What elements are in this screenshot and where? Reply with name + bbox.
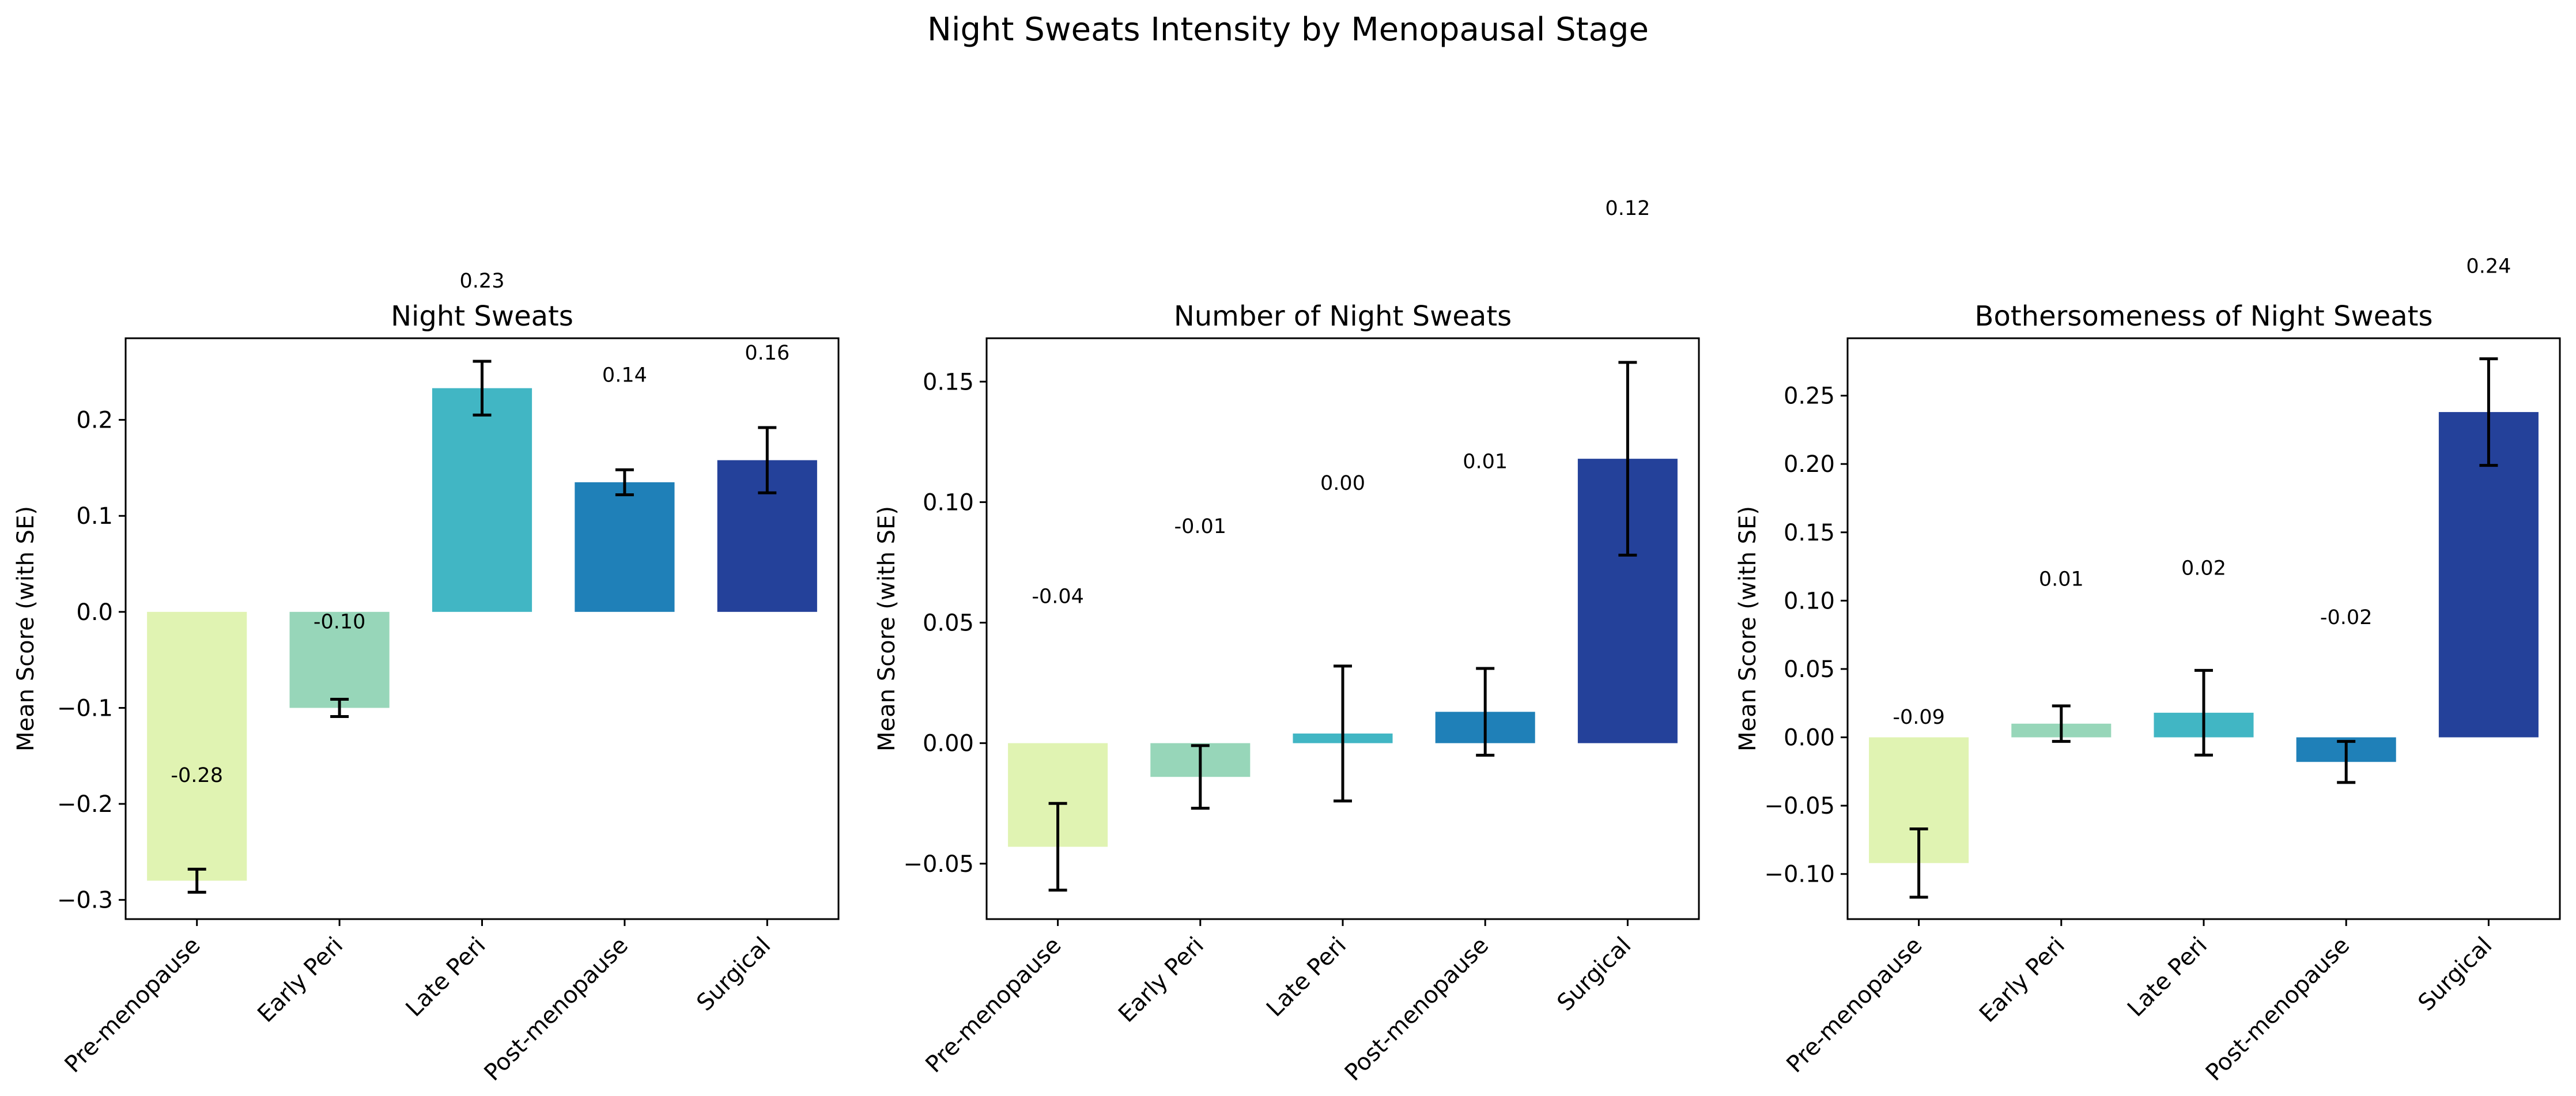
x-tick-label: Post-menopause (1340, 932, 1494, 1086)
error-bar (2052, 704, 2071, 743)
error-bar (1191, 744, 1210, 810)
y-tick-label: 0.05 (923, 610, 974, 637)
y-tick-label: 0.1 (76, 503, 113, 530)
data-label: -0.09 (1893, 706, 1945, 729)
panel-title: Number of Night Sweats (1174, 300, 1512, 332)
x-tick-label: Post-menopause (2201, 932, 2355, 1086)
y-tick-label: 0.0 (76, 599, 113, 626)
chart-panel-1: Night Sweats -0.28 -0.10 0.23 0.14 0.16 −0.3 −0… (13, 270, 840, 1086)
data-label: 0.14 (602, 364, 647, 387)
data-label: -0.10 (313, 611, 366, 634)
y-tick-label: 0.15 (1784, 520, 1835, 546)
y-tick-label: 0.10 (923, 489, 974, 516)
error-bar (1334, 664, 1352, 803)
x-tick-label: Late Peri (1261, 932, 1351, 1022)
error-bar (187, 867, 206, 894)
data-label: -0.04 (1032, 585, 1084, 609)
error-bar (1048, 802, 1067, 892)
data-label: 0.16 (745, 342, 790, 365)
data-label: 0.01 (2039, 568, 2084, 591)
y-axis-label: Mean Score (with SE) (1735, 506, 1761, 751)
bar (289, 611, 390, 708)
error-bar (1618, 361, 1637, 557)
y-tick-label: 0.05 (1784, 656, 1835, 683)
error-bar (1909, 827, 1928, 899)
y-tick-label: −0.10 (1764, 861, 1835, 888)
x-tick-label: Pre-menopause (1781, 932, 1927, 1078)
data-label: 0.24 (2466, 255, 2511, 278)
y-tick-label: 0.10 (1784, 588, 1835, 614)
x-tick-label: Late Peri (401, 932, 491, 1022)
y-axis-label: Mean Score (with SE) (13, 506, 39, 751)
x-tick-label: Pre-menopause (60, 932, 206, 1078)
y-axis-label: Mean Score (with SE) (874, 506, 900, 751)
x-tick-label: Early Peri (252, 932, 348, 1028)
error-bar (330, 697, 349, 718)
chart-panel-2: Number of Night Sweats -0.04 -0.01 0.00 0.01… (874, 197, 1700, 1086)
data-label: 0.01 (1463, 450, 1508, 473)
y-tick-label: −0.05 (903, 851, 974, 878)
bar (575, 482, 675, 612)
y-tick-label: 0.25 (1784, 383, 1835, 410)
x-tick-label: Early Peri (1113, 932, 1209, 1028)
y-tick-label: 0.15 (923, 369, 974, 395)
error-bar (1476, 667, 1495, 757)
panel-title: Night Sweats (391, 300, 573, 332)
y-tick-label: −0.05 (1764, 793, 1835, 819)
figure-title: Night Sweats Intensity by Menopausal Sta… (927, 11, 1649, 48)
error-bar (2479, 357, 2498, 467)
data-label: 0.00 (1320, 472, 1365, 495)
error-bar (2337, 740, 2356, 784)
y-tick-label: −0.2 (57, 791, 113, 818)
y-tick-label: 0.00 (923, 731, 974, 757)
x-tick-label: Late Peri (2122, 932, 2212, 1022)
y-tick-label: −0.3 (57, 887, 113, 914)
data-label: 0.02 (2181, 557, 2226, 580)
bar (147, 611, 247, 881)
y-tick-label: 0.00 (1784, 725, 1835, 751)
x-tick-label: Pre-menopause (920, 932, 1066, 1078)
y-tick-label: −0.1 (57, 695, 113, 721)
data-label: -0.02 (2320, 606, 2373, 629)
error-bar (473, 360, 492, 417)
data-label: -0.01 (1174, 515, 1227, 538)
x-tick-label: Surgical (692, 932, 776, 1016)
y-tick-label: 0.20 (1784, 451, 1835, 478)
data-label: 0.23 (460, 270, 505, 293)
panel-title: Bothersomeness of Night Sweats (1975, 300, 2433, 332)
x-tick-label: Surgical (2413, 932, 2497, 1016)
error-bar (615, 468, 634, 497)
y-tick-label: 0.2 (76, 407, 113, 434)
x-tick-label: Early Peri (1974, 932, 2070, 1028)
x-tick-label: Post-menopause (479, 932, 633, 1086)
error-bar (758, 426, 777, 494)
error-bar (2194, 668, 2213, 757)
bar (432, 388, 532, 612)
data-label: 0.12 (1605, 197, 1650, 220)
x-tick-label: Surgical (1552, 932, 1636, 1016)
chart-panel-3: Bothersomeness of Night Sweats -0.09 0.01 0… (1735, 255, 2561, 1086)
data-label: -0.28 (171, 764, 223, 787)
